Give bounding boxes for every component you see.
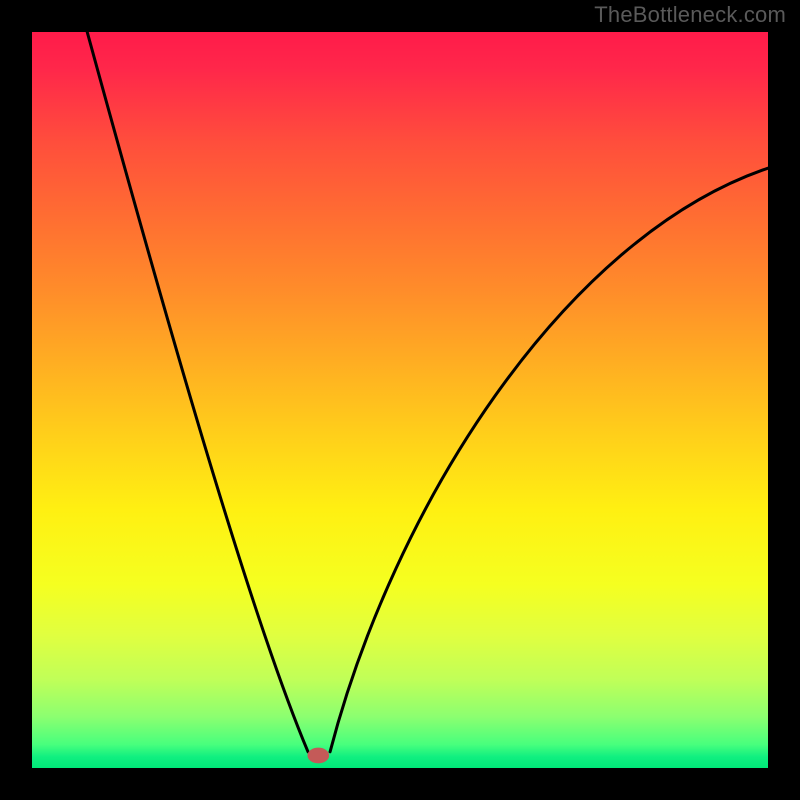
gradient-fill xyxy=(32,32,768,768)
watermark-text: TheBottleneck.com xyxy=(594,2,786,28)
chart-container: TheBottleneck.com xyxy=(0,0,800,800)
plot-background xyxy=(32,32,768,768)
